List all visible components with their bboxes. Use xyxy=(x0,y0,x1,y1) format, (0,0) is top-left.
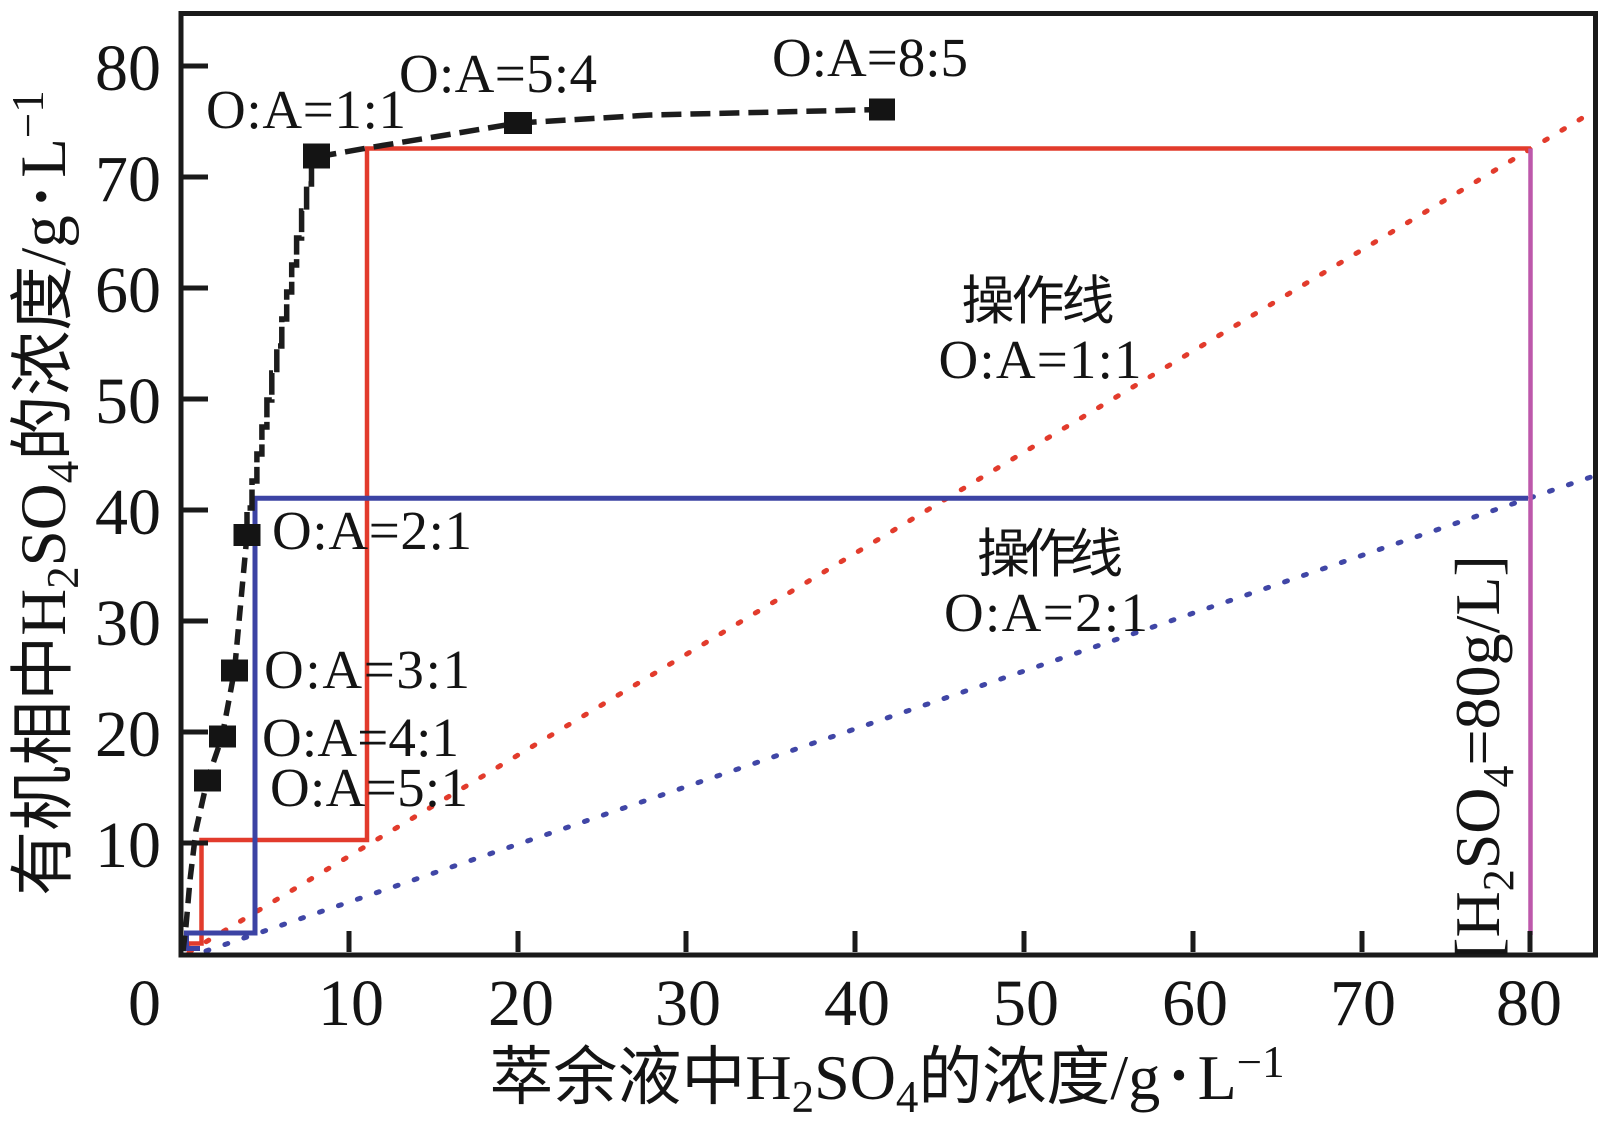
svg-text:操作线: 操作线 xyxy=(977,526,1123,584)
svg-text:10: 10 xyxy=(318,967,384,1040)
svg-text:40: 40 xyxy=(824,967,890,1040)
svg-text:有机相中H2SO4的浓度/g • L−1: 有机相中H2SO4的浓度/g • L−1 xyxy=(3,90,88,896)
svg-text:操作线: 操作线 xyxy=(962,273,1115,331)
svg-text:70: 70 xyxy=(95,143,161,216)
svg-text:O:A=5:1: O:A=5:1 xyxy=(270,757,468,818)
svg-text:30: 30 xyxy=(655,967,721,1040)
svg-text:萃余液中H2SO4的浓度/g • L−1: 萃余液中H2SO4的浓度/g • L−1 xyxy=(489,1037,1284,1122)
svg-text:80: 80 xyxy=(1496,967,1562,1040)
svg-text:20: 20 xyxy=(488,967,554,1040)
svg-text:60: 60 xyxy=(95,254,161,327)
svg-text:70: 70 xyxy=(1330,967,1396,1040)
svg-text:50: 50 xyxy=(993,967,1059,1040)
svg-text:O:A=3:1: O:A=3:1 xyxy=(264,639,470,700)
svg-text:O:A=5:4: O:A=5:4 xyxy=(399,43,597,104)
svg-text:40: 40 xyxy=(95,476,161,549)
svg-text:O:A=4:1: O:A=4:1 xyxy=(262,707,459,768)
svg-text:30: 30 xyxy=(95,587,161,660)
svg-text:0: 0 xyxy=(128,967,161,1040)
svg-text:O:A=1:1: O:A=1:1 xyxy=(939,329,1142,390)
svg-text:O:A=8:5: O:A=8:5 xyxy=(772,27,968,88)
svg-text:O:A=2:1: O:A=2:1 xyxy=(944,582,1148,643)
svg-text:50: 50 xyxy=(95,365,161,438)
svg-text:O:A=1:1: O:A=1:1 xyxy=(206,79,406,140)
svg-text:[H2SO4=80g/L]: [H2SO4=80g/L] xyxy=(1442,555,1523,959)
svg-text:60: 60 xyxy=(1162,967,1228,1040)
svg-text:O:A=2:1: O:A=2:1 xyxy=(272,500,472,561)
svg-text:20: 20 xyxy=(95,698,161,771)
svg-text:10: 10 xyxy=(95,809,161,882)
svg-text:80: 80 xyxy=(95,32,161,105)
